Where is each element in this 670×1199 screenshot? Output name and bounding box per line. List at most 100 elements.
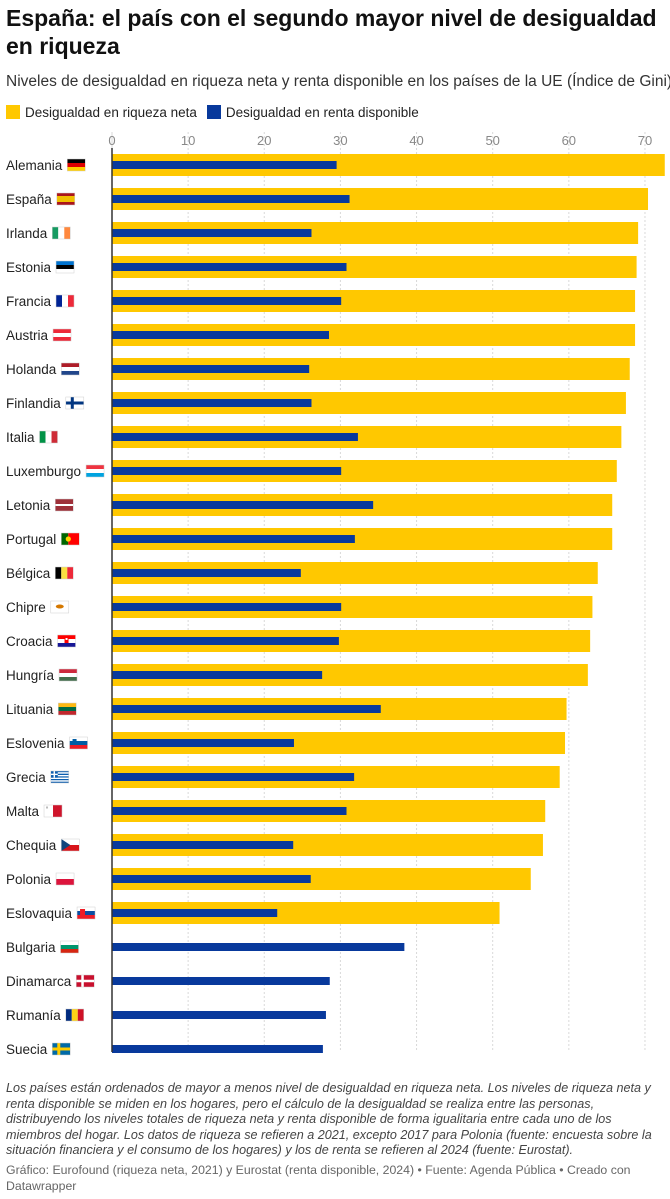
Grecia-part [50, 777, 69, 779]
Luxemburgo-part [86, 465, 105, 469]
bar-income [112, 195, 350, 203]
category-label: Austria [6, 328, 49, 343]
Francia-part [68, 295, 75, 307]
category-label: España [6, 192, 52, 207]
Irlanda-part [52, 227, 59, 239]
Estonia-part [56, 269, 75, 273]
Hungría-part [59, 669, 78, 673]
flag-icon [43, 804, 63, 818]
x-tick-label-20: 20 [257, 133, 271, 148]
bar-income [112, 909, 278, 917]
Croacia-part [57, 643, 76, 647]
flag-icon [55, 872, 75, 886]
Lituania-part [58, 711, 77, 715]
bar-wealth [112, 732, 566, 754]
category-label: Estonia [6, 260, 52, 275]
category-label: Luxemburgo [6, 464, 81, 479]
Grecia-part [50, 781, 69, 783]
Grecia-part [50, 780, 69, 782]
Austria-flag-border [52, 328, 72, 342]
category-label: Holanda [6, 362, 57, 377]
country-row-25: Dinamarca [6, 974, 330, 989]
flag-icon [52, 226, 71, 240]
Eslovenia-part [72, 739, 77, 744]
category-label: Portugal [6, 532, 56, 547]
legend-swatch-income [206, 105, 221, 119]
flag-icon [55, 498, 74, 512]
bar-income [112, 1045, 323, 1053]
bar-wealth [112, 324, 636, 346]
Malta-part [44, 805, 54, 817]
Eslovaquia-part [77, 911, 96, 915]
Eslovenia-part [69, 741, 88, 745]
x-tick-label-40: 40 [409, 133, 423, 148]
bar-income [112, 297, 342, 305]
flag-icon [76, 906, 96, 920]
Luxemburgo-flag-border [85, 464, 105, 478]
Holanda-part [61, 367, 80, 371]
country-row-5: Francia [6, 290, 636, 312]
category-label: Polonia [6, 872, 52, 887]
bar-wealth [112, 460, 617, 482]
x-tick-label-0: 0 [108, 133, 115, 148]
Eslovenia-part [69, 745, 88, 749]
Luxemburgo-part [86, 469, 105, 473]
flag-icon [61, 838, 80, 852]
Croacia-part [65, 638, 68, 640]
España-part [56, 196, 75, 202]
country-row-15: Croacia [6, 630, 591, 652]
flag-icon [52, 1042, 71, 1056]
Letonia-part [55, 499, 74, 504]
bar-income [112, 807, 347, 815]
Bélgica-part [61, 567, 68, 579]
bar-income [112, 943, 405, 951]
country-row-17: Lituania [6, 698, 567, 720]
Eslovenia-flag-border [69, 736, 88, 750]
category-label: Italia [6, 430, 35, 445]
country-row-22: Polonia [6, 868, 531, 890]
bar-income [112, 841, 294, 849]
bar-wealth [112, 834, 543, 856]
country-row-9: Italia [6, 426, 622, 448]
Hungría-part [59, 673, 78, 677]
legend-item-wealth[interactable]: Desigualdad en riqueza neta [6, 105, 197, 120]
Letonia-flag-border [55, 498, 74, 512]
x-tick-label-30: 30 [333, 133, 347, 148]
Chequia-part [61, 839, 71, 851]
flag-icon [57, 634, 76, 648]
Estonia-part [56, 261, 75, 265]
Irlanda-part [64, 227, 71, 239]
country-row-3: Irlanda [6, 222, 639, 244]
legend-item-income[interactable]: Desigualdad en renta disponible [206, 105, 419, 120]
bar-income [112, 637, 339, 645]
Grecia-part [50, 771, 69, 773]
country-row-23: Eslovaquia [6, 902, 500, 924]
category-label: Chipre [6, 600, 46, 615]
Austria-part [53, 337, 72, 341]
flag-icon [55, 294, 75, 308]
category-label: Bulgaria [6, 940, 56, 955]
bar-income [112, 977, 330, 985]
country-row-1: Alemania [6, 154, 665, 176]
Rumanía-part [65, 1009, 72, 1021]
Bulgaria-part [60, 941, 79, 945]
country-row-27: Suecia [6, 1042, 323, 1057]
category-label: Alemania [6, 158, 63, 173]
Eslovaquia-flag-border [76, 906, 96, 920]
country-row-6: Austria [6, 324, 636, 346]
Finlandia-part [65, 401, 84, 405]
bar-income [112, 535, 355, 543]
Luxemburgo-part [86, 473, 105, 477]
chart-source: Gráfico: Eurofound (riqueza neta, 2021) … [6, 1163, 631, 1193]
Italia-part [39, 431, 46, 443]
flag-icon [55, 260, 75, 274]
flag-icon [56, 192, 76, 206]
flag-icon [76, 974, 95, 988]
Grecia-part [50, 773, 58, 776]
bar-wealth [112, 188, 649, 210]
flag-icon [69, 736, 88, 750]
country-row-10: Luxemburgo [6, 460, 617, 482]
country-row-13: Bélgica [6, 562, 598, 584]
Hungría-flag-border [58, 668, 78, 682]
bar-chart: 0 10 20 30 40 50 60 70 Alemania España Irlanda Esto… [6, 132, 665, 1057]
